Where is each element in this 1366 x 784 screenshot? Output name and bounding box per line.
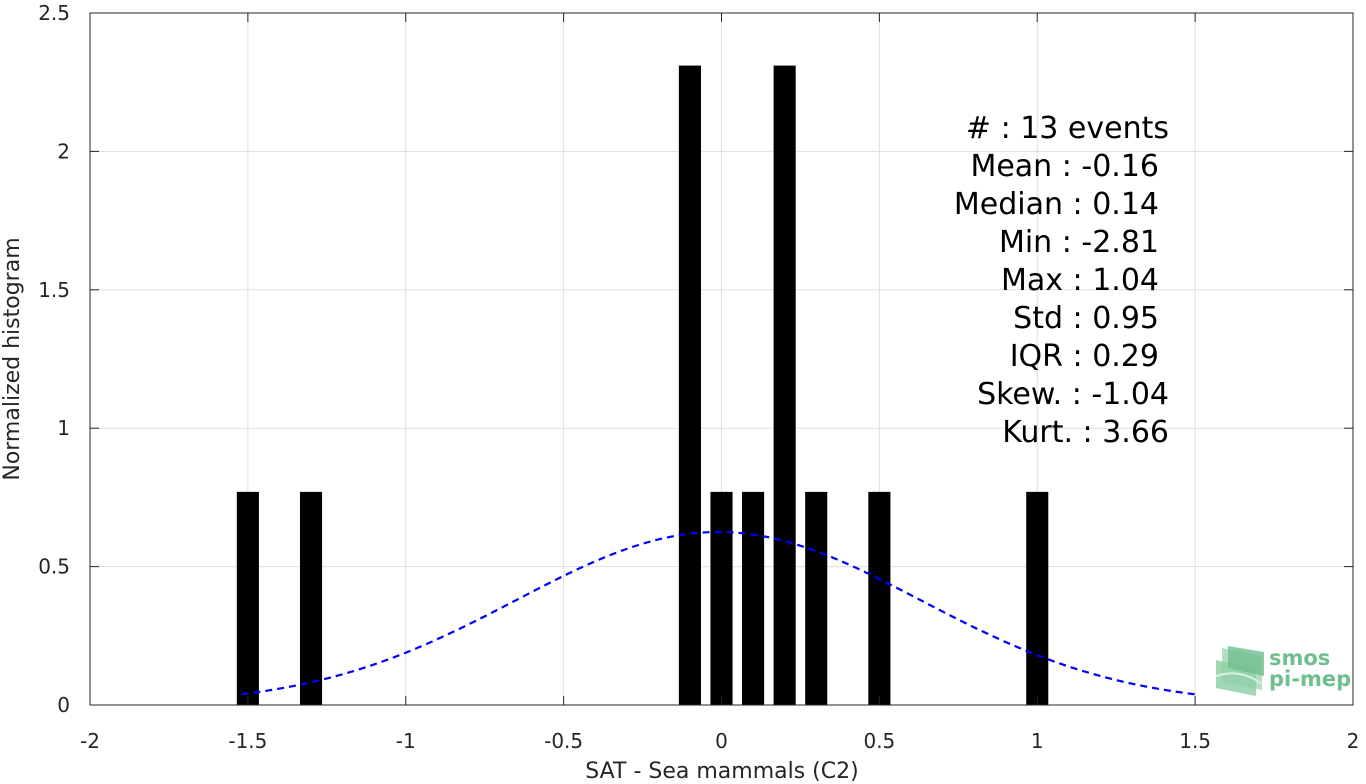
- stats-line-4: Max : 1.04: [1001, 263, 1159, 298]
- y-tick-label-3: 1.5: [38, 278, 70, 302]
- y-tick-labels: 0 0.5 1 1.5 2 2.5: [38, 1, 70, 717]
- x-tick-label-5: 0.5: [863, 729, 895, 753]
- x-tick-label-7: 1.5: [1179, 729, 1211, 753]
- y-tick-label-5: 2.5: [38, 1, 70, 25]
- logo-text-pi-mep: pi-mep: [1269, 667, 1351, 691]
- x-tick-label-3: -0.5: [544, 729, 583, 753]
- stats-line-6: IQR : 0.29: [1010, 339, 1159, 374]
- x-tick-label-1: -1.5: [228, 729, 267, 753]
- stats-line-7: Skew. : -1.04: [977, 377, 1169, 412]
- logo-text-smos: smos: [1269, 646, 1330, 670]
- y-tick-label-0: 0: [57, 693, 70, 717]
- y-tick-label-2: 1: [57, 416, 70, 440]
- x-tick-labels: -2 -1.5 -1 -0.5 0 0.5 1 1.5 2: [80, 729, 1359, 753]
- x-tick-label-4: 0: [715, 729, 728, 753]
- normal-fit-curve: [241, 530, 1196, 696]
- plot-axes: [89, 12, 1354, 706]
- stats-line-2: Median : 0.14: [954, 187, 1159, 222]
- logo-mark-icon: [1215, 646, 1264, 696]
- y-tick-label-4: 2: [57, 139, 70, 163]
- bar-4: [742, 491, 765, 705]
- bar-7: [868, 491, 891, 705]
- x-tick-label-8: 2: [1347, 729, 1360, 753]
- stats-line-3: Min : -2.81: [999, 225, 1159, 260]
- histogram-bars: [236, 65, 1049, 706]
- stats-line-1: Mean : -0.16: [970, 149, 1159, 184]
- smos-pi-mep-logo: smos pi-mep: [1215, 646, 1351, 696]
- bar-1: [299, 491, 323, 705]
- stats-line-8: Kurt. : 3.66: [1002, 415, 1169, 450]
- bar-5: [773, 65, 796, 706]
- bar-8: [1026, 491, 1049, 705]
- x-tick-label-0: -2: [80, 729, 100, 753]
- x-axis-label: SAT - Sea mammals (C2): [585, 759, 858, 784]
- y-tick-label-1: 0.5: [38, 555, 70, 579]
- x-tick-label-2: -1: [396, 729, 416, 753]
- x-tick-label-6: 1: [1031, 729, 1044, 753]
- bar-0: [236, 491, 259, 705]
- stats-line-0: # : 13 events: [966, 111, 1169, 146]
- stats-line-5: Std : 0.95: [1013, 301, 1159, 336]
- bar-6: [805, 491, 828, 705]
- y-axis-label: Normalized histogram: [0, 237, 25, 480]
- bar-3: [710, 491, 733, 705]
- bar-2: [678, 65, 701, 706]
